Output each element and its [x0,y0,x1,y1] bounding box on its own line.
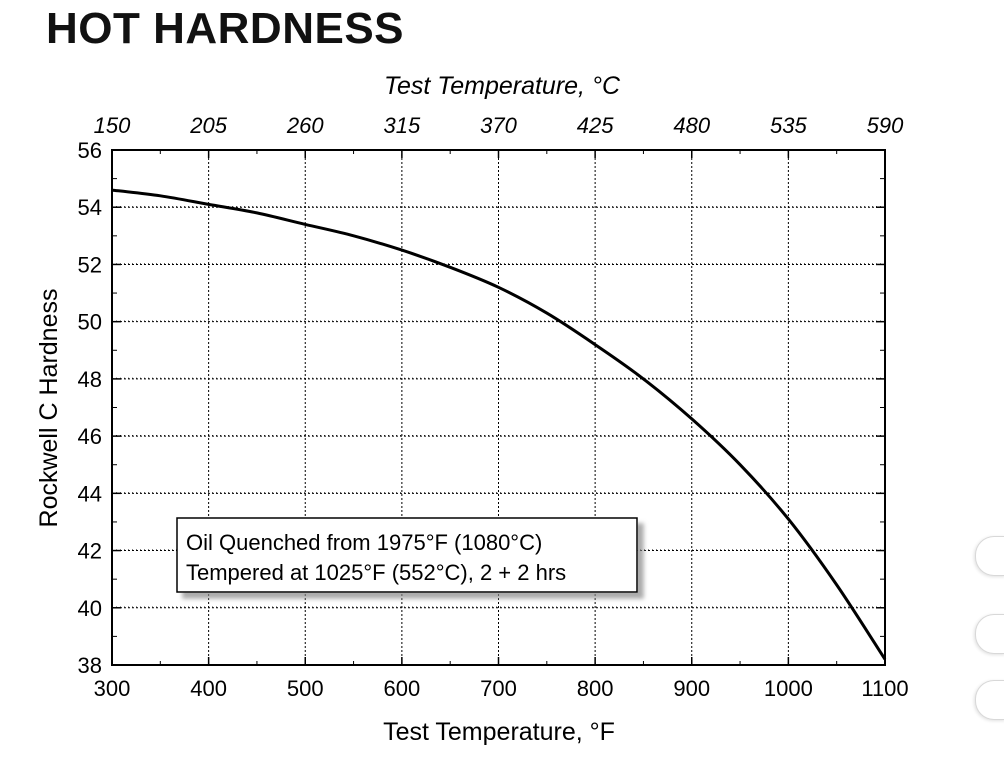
y-tick-label: 44 [78,481,102,506]
x2-tick-label: 205 [189,113,227,138]
x-tick-label: 1000 [764,676,813,701]
annotation-line-1: Oil Quenched from 1975°F (1080°C) [186,530,542,555]
annotation-box: Oil Quenched from 1975°F (1080°C) Temper… [176,517,638,593]
top-axis-title: Test Temperature, °C [384,72,621,100]
y-tick-label: 56 [78,138,102,163]
x2-tick-label: 535 [770,113,807,138]
side-panel-button-2[interactable] [975,614,1004,654]
x-tick-label: 800 [577,676,614,701]
y-tick-label: 50 [78,310,102,335]
x-tick-label: 600 [384,676,421,701]
x2-tick-label: 315 [384,113,421,138]
y-tick-label: 54 [78,195,102,220]
x-tick-label: 1100 [861,676,908,701]
hardness-curve [111,188,887,661]
tick-labels: 300 150 400 205 500 260 600 315 700 370 800 425 900 4… [78,113,909,701]
y-axis-title: Rockwell C Hardness [35,289,63,528]
x2-tick-label: 260 [286,113,324,138]
side-panel-button-1[interactable] [975,536,1004,576]
y-tick-label: 42 [78,539,102,564]
y-tick-label: 46 [78,424,102,449]
x2-tick-label: 590 [867,113,904,138]
x-tick-label: 300 [94,676,131,701]
x-tick-label: 400 [190,676,227,701]
side-panel-button-3[interactable] [975,680,1004,720]
x2-tick-label: 480 [673,113,710,138]
x-tick-label: 700 [480,676,517,701]
x-tick-label: 900 [673,676,710,701]
annotation-line-2: Tempered at 1025°F (552°C), 2 + 2 hrs [186,560,566,585]
plot-frame [111,149,886,666]
page-title: HOT HARDNESS [46,4,405,53]
x-axis-title: Test Temperature, °F [383,718,615,746]
x-tick-label: 500 [287,676,324,701]
y-tick-label: 48 [78,367,102,392]
grid-lines [112,150,885,665]
x2-tick-label: 150 [94,113,131,138]
y-tick-label: 52 [78,252,102,277]
y-tick-label: 38 [78,653,102,678]
x2-tick-label: 425 [577,113,614,138]
x2-tick-label: 370 [480,113,517,138]
y-tick-label: 40 [78,596,102,621]
